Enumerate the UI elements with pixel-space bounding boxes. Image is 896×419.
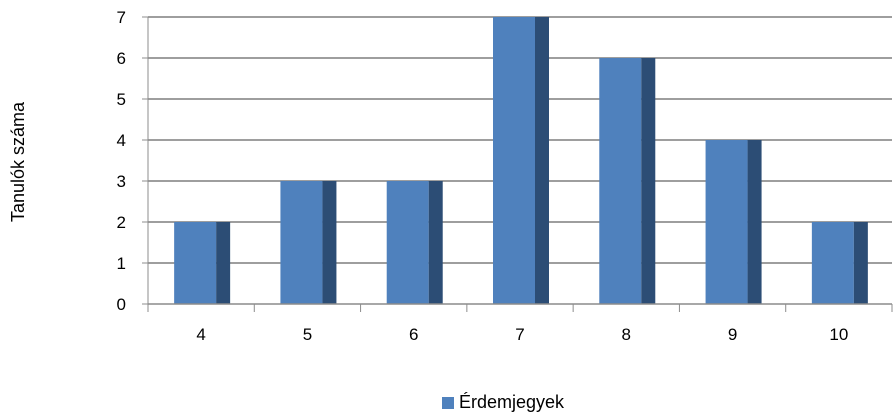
y-tick-label: 2: [117, 213, 126, 232]
x-tick-label: 9: [728, 325, 737, 344]
legend: Érdemjegyek: [442, 392, 565, 412]
bar-5: [280, 181, 323, 304]
bar-10: [811, 222, 854, 304]
x-tick-label: 8: [622, 325, 631, 344]
y-axis-title: Tanulók száma: [8, 101, 28, 222]
y-tick-label: 4: [117, 131, 126, 150]
y-tick-label: 6: [117, 49, 126, 68]
bar-side-7: [535, 17, 549, 304]
bar-side-10: [853, 222, 868, 304]
bar-4: [174, 222, 217, 304]
bar-8: [599, 58, 642, 304]
bar-side-8: [641, 58, 656, 304]
bar-side-5: [322, 181, 337, 304]
axes: [142, 16, 893, 312]
x-tick-label: 5: [303, 325, 312, 344]
y-tick-label: 0: [117, 295, 126, 314]
legend-label: Érdemjegyek: [459, 392, 565, 412]
bar-side-6: [428, 181, 443, 304]
bar-9: [705, 140, 748, 304]
bar-side-4: [216, 222, 231, 304]
legend-swatch: [442, 397, 454, 409]
y-tick-label: 3: [117, 172, 126, 191]
x-axis-tick-labels: 4 5 6 7 8 9 10: [196, 325, 848, 344]
y-tick-label: 1: [117, 254, 126, 273]
bar-7: [493, 17, 535, 304]
x-tick-label: 4: [196, 325, 205, 344]
x-tick-label: 7: [515, 325, 524, 344]
y-axis-tick-labels: 0 1 2 3 4 5 6 7: [117, 8, 126, 314]
bar-series: [174, 17, 868, 304]
x-tick-label: 10: [829, 325, 848, 344]
bar-side-9: [747, 140, 762, 304]
y-tick-label: 7: [117, 8, 126, 27]
x-tick-label: 6: [409, 325, 418, 344]
bar-6: [386, 181, 429, 304]
y-tick-label: 5: [117, 90, 126, 109]
